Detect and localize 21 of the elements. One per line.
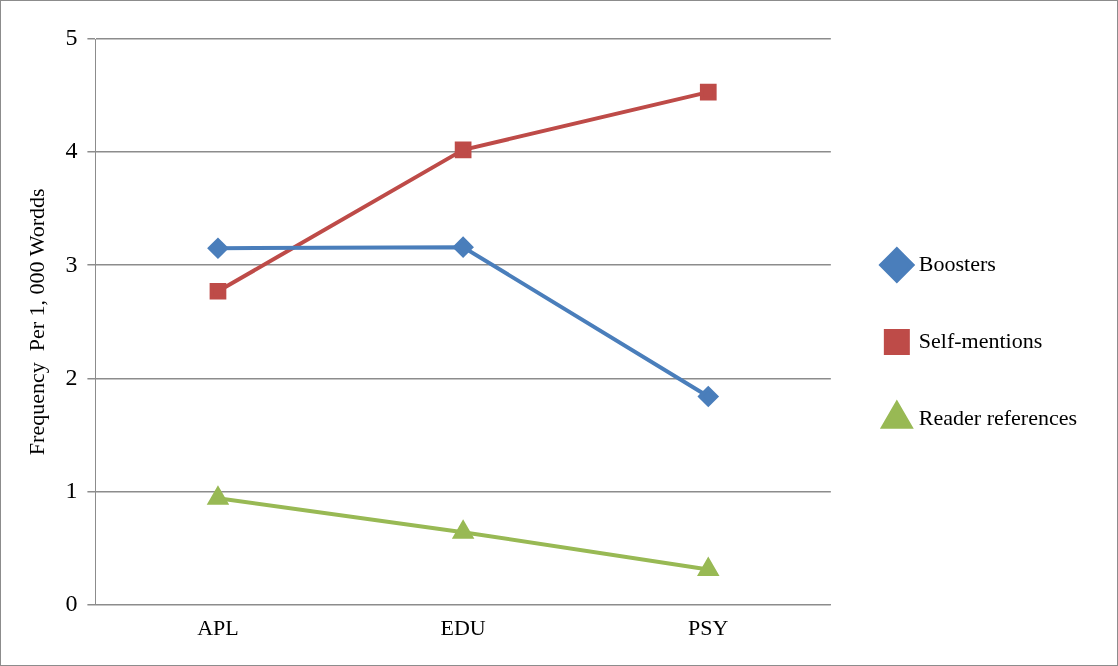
- legend-label: Boosters: [918, 250, 996, 276]
- point: [698, 386, 719, 407]
- point: [454, 141, 472, 159]
- point: [207, 238, 228, 259]
- point: [208, 487, 228, 505]
- y-tick-label: 0: [65, 589, 78, 616]
- y-tick-label: 5: [65, 24, 78, 51]
- x-tick-label: PSY: [688, 614, 729, 640]
- legend-label: Self-mentions: [918, 327, 1043, 353]
- x-tick-label: APL: [197, 614, 239, 640]
- point: [453, 521, 473, 539]
- x-tick-label: EDU: [440, 614, 486, 640]
- y-tick-label: 3: [65, 250, 78, 277]
- y-tick-label: 4: [65, 137, 78, 164]
- legend-label: Reader references: [918, 404, 1078, 430]
- point: [209, 282, 227, 300]
- y-axis-title: Frequency Per 1, 000 Wordds: [23, 188, 49, 456]
- y-tick-label: 1: [65, 476, 78, 503]
- y-tick-label: 2: [65, 363, 78, 390]
- point: [699, 83, 717, 101]
- point: [453, 237, 474, 258]
